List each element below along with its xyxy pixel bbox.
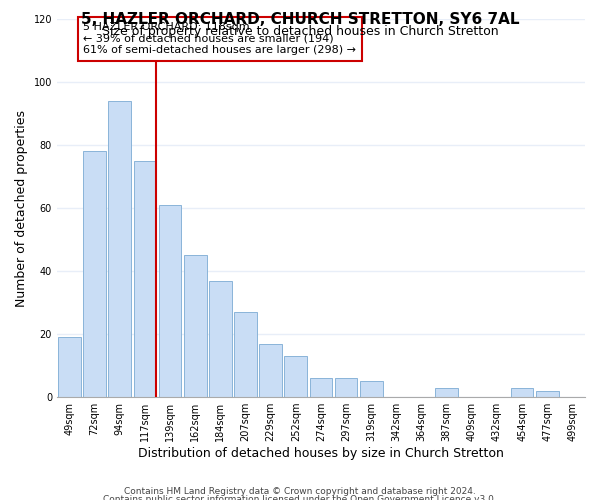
Bar	[184, 256, 206, 397]
Text: Contains public sector information licensed under the Open Government Licence v3: Contains public sector information licen…	[103, 495, 497, 500]
Bar	[83, 152, 106, 397]
X-axis label: Distribution of detached houses by size in Church Stretton: Distribution of detached houses by size …	[138, 447, 504, 460]
Text: Size of property relative to detached houses in Church Stretton: Size of property relative to detached ho…	[101, 25, 499, 38]
Bar	[335, 378, 358, 397]
Bar	[209, 280, 232, 397]
Bar	[310, 378, 332, 397]
Bar	[436, 388, 458, 397]
Bar	[58, 337, 81, 397]
Bar	[134, 161, 156, 397]
Bar	[536, 391, 559, 397]
Bar	[234, 312, 257, 397]
Bar	[259, 344, 282, 397]
Text: 5 HAZLER ORCHARD: 118sqm
← 39% of detached houses are smaller (194)
61% of semi-: 5 HAZLER ORCHARD: 118sqm ← 39% of detach…	[83, 22, 356, 56]
Bar	[284, 356, 307, 397]
Bar	[159, 205, 181, 397]
Y-axis label: Number of detached properties: Number of detached properties	[15, 110, 28, 306]
Bar	[360, 382, 383, 397]
Text: 5, HAZLER ORCHARD, CHURCH STRETTON, SY6 7AL: 5, HAZLER ORCHARD, CHURCH STRETTON, SY6 …	[81, 12, 519, 28]
Bar	[109, 101, 131, 397]
Bar	[511, 388, 533, 397]
Text: Contains HM Land Registry data © Crown copyright and database right 2024.: Contains HM Land Registry data © Crown c…	[124, 488, 476, 496]
